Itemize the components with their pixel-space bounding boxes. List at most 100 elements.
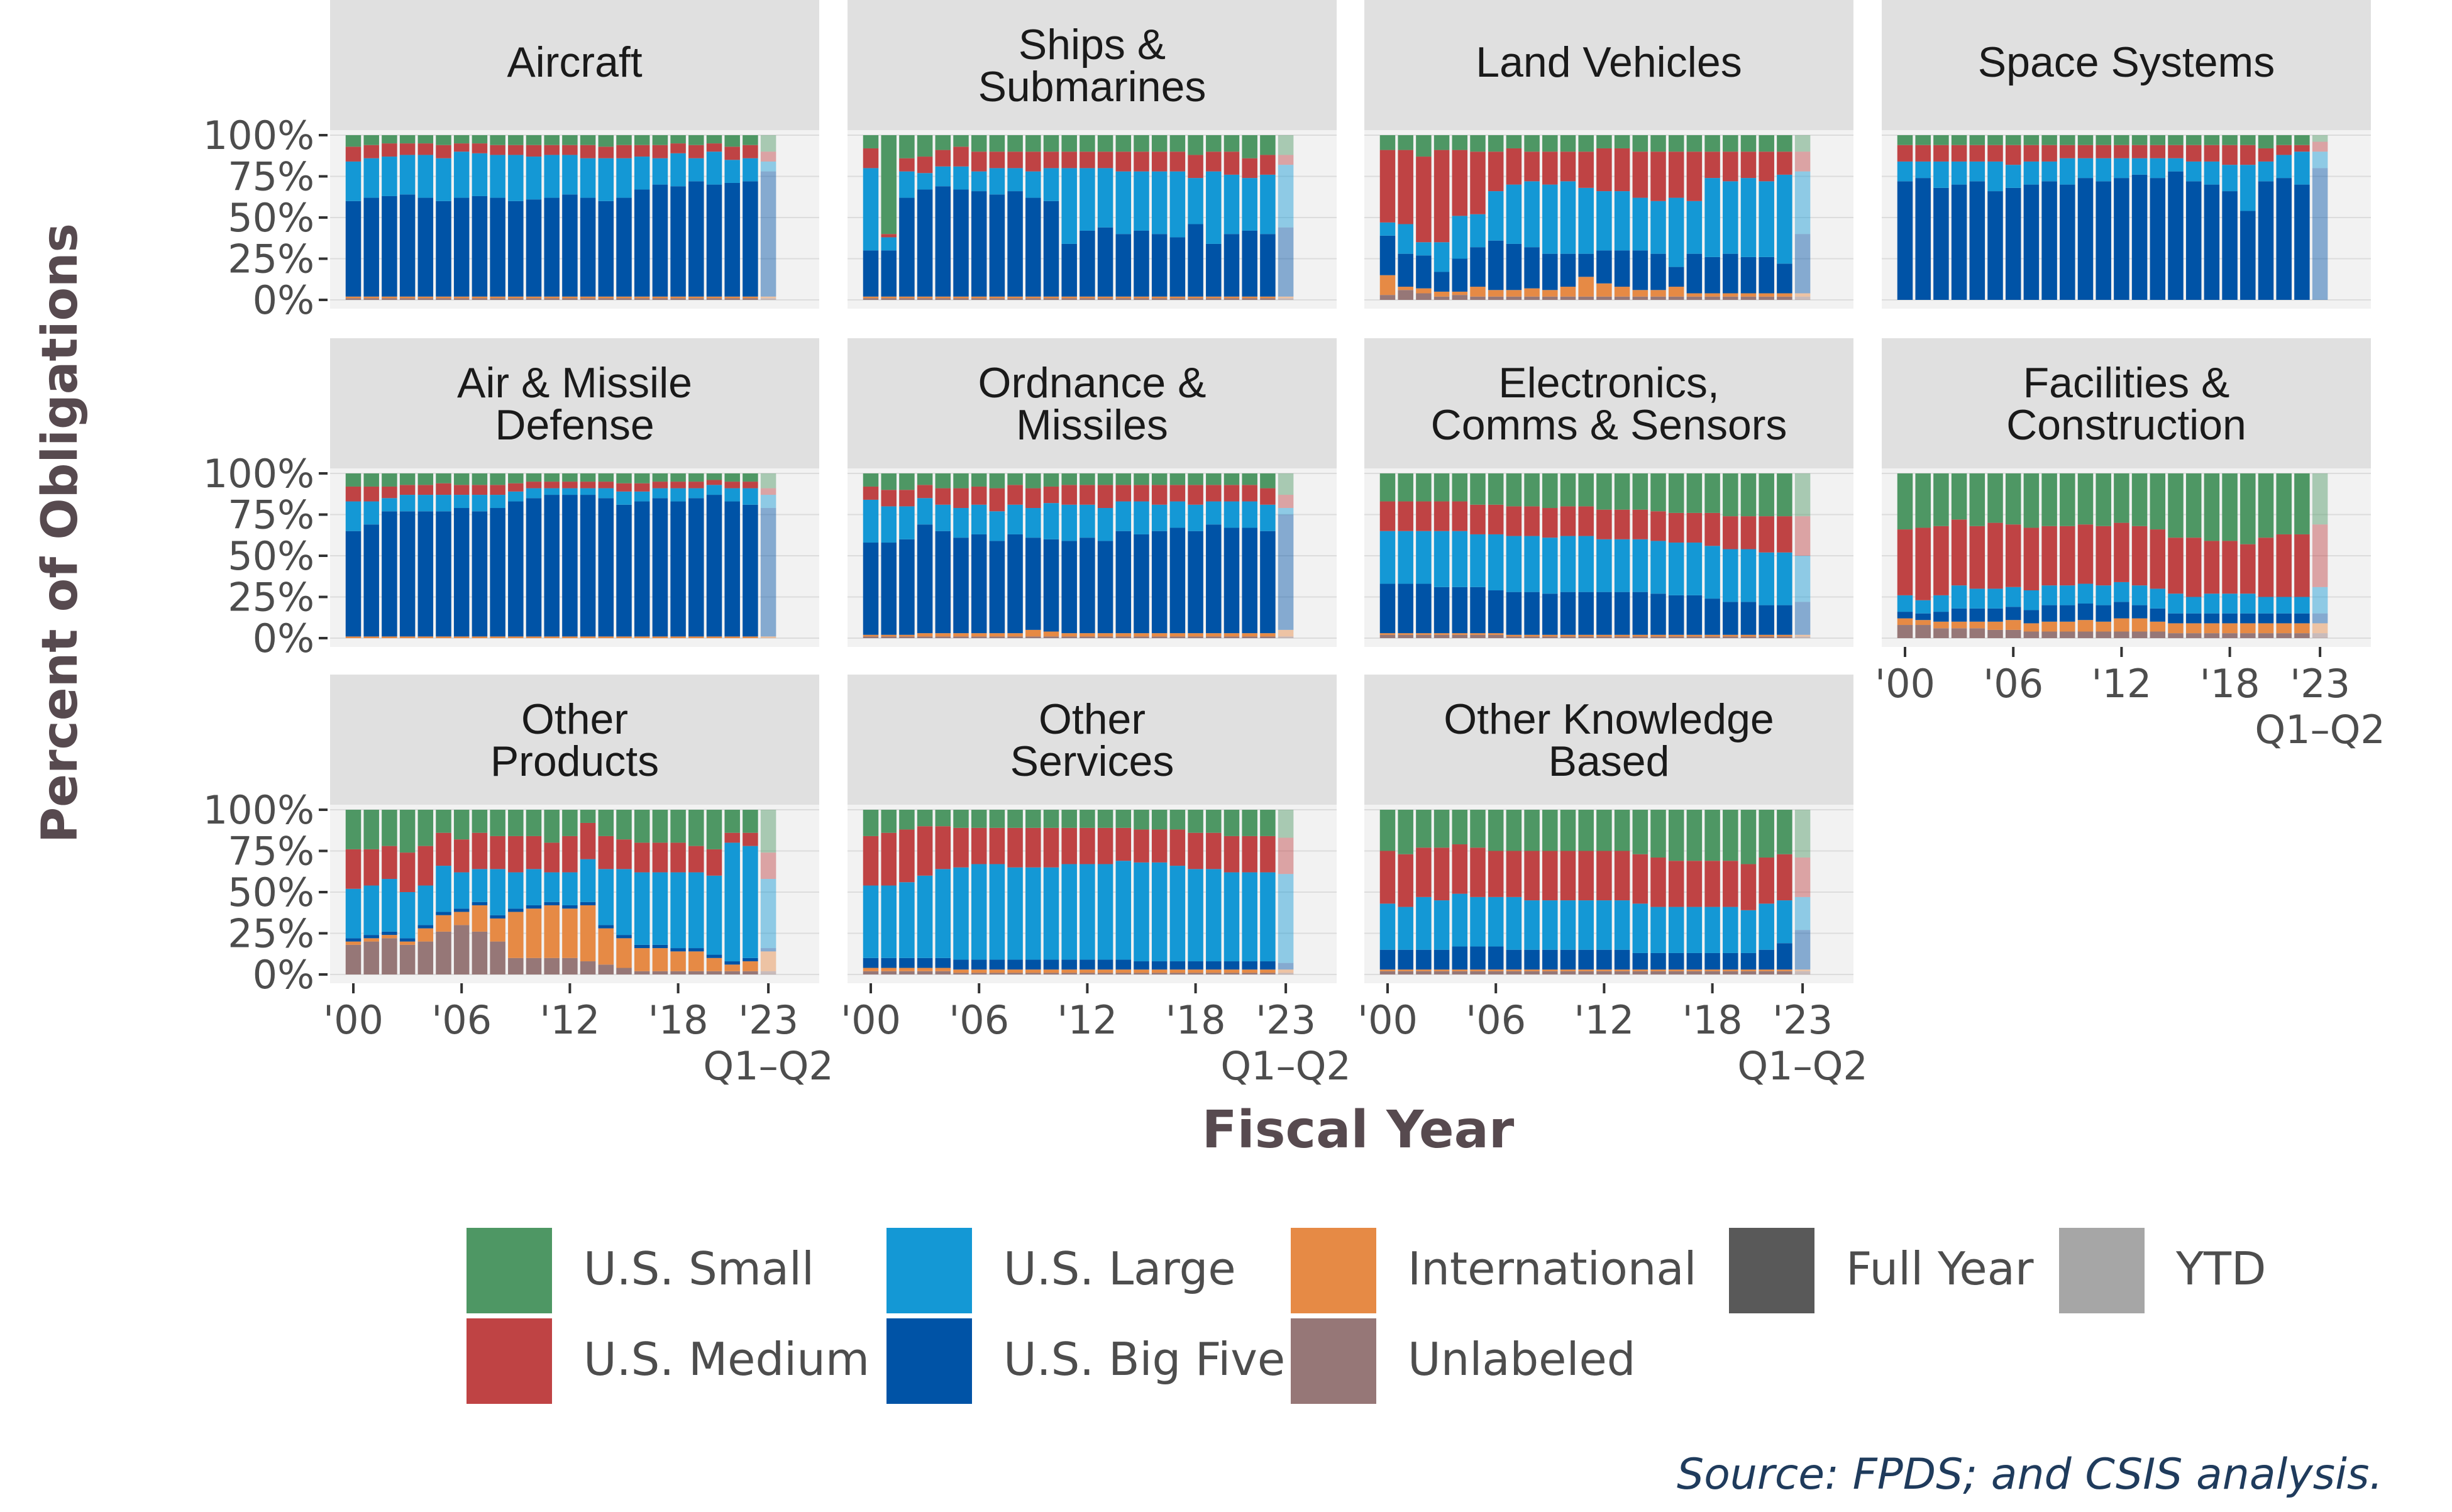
bar-segment-u-s-medium [1897,145,1913,162]
bar-segment-u-s-big-five [917,524,933,634]
bar-segment-u-s-medium [1596,148,1612,192]
bar-segment-u-s-small [634,135,650,145]
x-tick-label: '12 [2091,661,2151,707]
bar-segment-unlabeled [1169,298,1186,300]
bar-segment-u-s-large [1433,531,1450,587]
bar-segment-u-s-large [1614,539,1630,592]
bar-segment-u-s-medium [1398,150,1413,224]
bar-segment-u-s-medium [2060,145,2075,158]
bar-segment-u-s-big-five [2294,184,2310,300]
bar-segment-international [670,636,686,638]
legend-swatch-u-s-medium [467,1318,552,1404]
bar-segment-u-s-medium [706,143,722,152]
bar-segment-u-s-large [1151,862,1168,962]
bar-segment-international [1650,290,1666,297]
bar-segment-unlabeled [1740,971,1757,974]
bar-segment-u-s-medium [1260,836,1276,873]
bar-segment-u-s-big-five [1897,181,1913,300]
bar-segment-u-s-big-five [760,508,776,637]
bar-segment-international [743,296,758,299]
bar-segment-international [453,296,470,299]
bar-segment-u-s-small [544,135,560,145]
bar-segment-international [2077,620,2094,632]
bar-segment-unlabeled [881,298,897,300]
bar-segment-u-s-medium [971,486,987,505]
bar-segment-unlabeled [1242,973,1257,974]
bar-segment-unlabeled [1614,636,1630,638]
bar-segment-u-s-medium [1151,485,1168,505]
legend-swatch-international [1291,1228,1376,1313]
bar-segment-u-s-medium [399,485,416,495]
bar-segment-international [1007,633,1023,637]
bar-segment-u-s-large [1794,171,1811,235]
bar-segment-u-s-small [1169,473,1186,485]
bar-segment-u-s-large [526,157,542,200]
bar-segment-unlabeled [1740,296,1757,300]
bar-segment-u-s-small [616,810,632,840]
bar-segment-international [1206,633,1222,637]
bar-segment-unlabeled [1260,973,1276,974]
bar-segment-u-s-large [688,488,704,499]
bar-segment-international [1542,634,1558,637]
bar-segment-u-s-big-five [2114,178,2129,300]
bar-segment-u-s-medium [1614,148,1630,192]
bar-segment-u-s-medium [2131,145,2148,158]
bar-segment-u-s-big-five [580,197,596,297]
bar-segment-u-s-big-five [1080,959,1095,970]
bar-segment-u-s-big-five [399,938,416,942]
bar-segment-unlabeled [706,298,722,300]
bar-segment-u-s-medium [917,157,933,174]
bar-segment-unlabeled [1723,636,1738,638]
bar-segment-international [863,968,879,971]
bar-segment-u-s-medium [363,849,379,886]
bar-segment-u-s-big-five [1025,538,1041,630]
bar-segment-u-s-big-five [1777,943,1792,970]
bar-segment-international [382,636,397,638]
bar-segment-u-s-large [616,491,632,505]
bar-segment-u-s-big-five [1025,197,1041,297]
bar-segment-u-s-medium [1686,152,1703,201]
bar-segment-u-s-large [2060,585,2075,605]
bar-segment-u-s-medium [562,836,578,873]
bar-segment-u-s-big-five [508,908,524,912]
bar-segment-international [1043,296,1059,299]
bar-segment-international [1379,275,1396,295]
bar-segment-u-s-small [1915,473,1931,528]
bar-segment-u-s-small [2168,473,2184,538]
bar-segment-u-s-medium [1668,152,1684,198]
bar-segment-u-s-small [1134,135,1149,152]
bar-segment-u-s-big-five [345,938,362,942]
bar-segment-u-s-large [580,859,596,902]
bar-segment-international [1488,969,1504,971]
bar-segment-u-s-big-five [899,197,915,297]
bar-segment-u-s-large [1379,222,1396,236]
bar-segment-u-s-small [917,810,933,827]
bar-segment-u-s-big-five [1951,608,1967,622]
bar-segment-international [1025,296,1041,299]
bar-segment-u-s-big-five [1061,959,1077,970]
bar-segment-u-s-medium [724,482,740,488]
bar-segment-international [2131,618,2148,632]
bar-segment-international [2060,621,2075,632]
bar-segment-u-s-medium [2060,526,2075,586]
bar-segment-u-s-small [1134,810,1149,830]
bar-segment-u-s-big-five [1043,201,1059,297]
bar-segment-u-s-big-five [2240,613,2256,624]
bar-segment-u-s-big-five [2204,613,2220,624]
bar-segment-u-s-big-five [1759,257,1774,294]
bar-segment-international [971,296,987,299]
bar-segment-u-s-large [670,488,686,502]
bar-segment-u-s-large [1043,867,1059,960]
bar-segment-u-s-large [760,161,776,172]
bar-segment-u-s-large [652,488,668,499]
bar-segment-u-s-large [2041,161,2057,182]
bar-segment-u-s-big-five [1668,267,1684,287]
bar-segment-unlabeled [363,298,379,300]
bar-segment-u-s-medium [2185,538,2202,597]
bar-segment-u-s-small [953,473,969,488]
bar-segment-u-s-big-five [2276,613,2292,624]
bar-segment-u-s-large [1242,501,1257,528]
x-tick-label: '23 [1256,997,1316,1043]
bar-segment-u-s-big-five [1379,949,1396,970]
bar-segment-u-s-large [1025,171,1041,198]
